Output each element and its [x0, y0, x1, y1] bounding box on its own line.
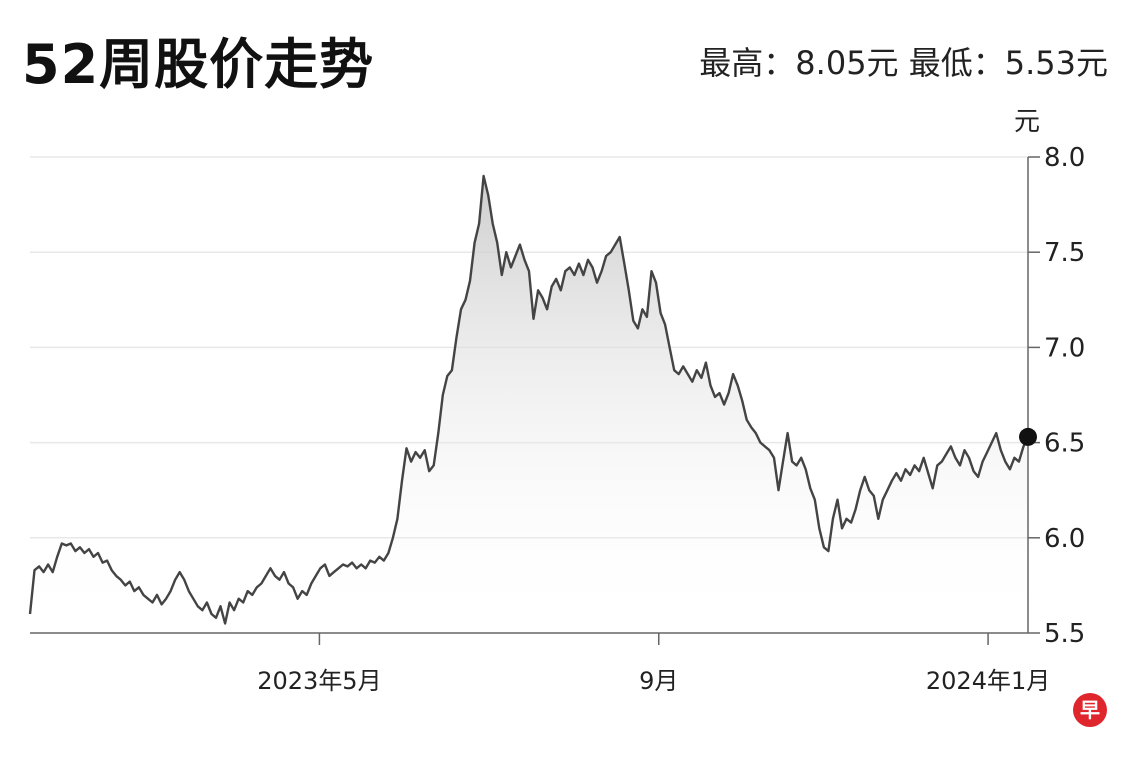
y-tick-label: 6.0 — [1044, 524, 1085, 554]
x-tick-label: 9月 — [639, 667, 678, 695]
price-line — [28, 174, 1030, 625]
x-tick-label: 2024年1月 — [926, 667, 1050, 695]
chart-title: 52周股价走势 — [22, 33, 375, 96]
x-tick-label: 2023年5月 — [257, 667, 381, 695]
high-price-label: 最高：8.05元 — [699, 44, 899, 82]
y-tick-label: 8.0 — [1044, 143, 1085, 173]
y-tick-label: 6.5 — [1044, 429, 1085, 459]
y-axis-unit-label: 元 — [1014, 107, 1040, 137]
price-stats: 最高：8.05元 最低：5.53元 — [699, 38, 1108, 84]
y-tick-label: 7.0 — [1044, 333, 1085, 363]
low-price-label: 最低：5.53元 — [908, 44, 1108, 82]
y-tick-label: 7.5 — [1044, 238, 1085, 268]
brand-logo: 早 — [1073, 693, 1107, 727]
x-axis-ticks: 2023年5月 9月 2024年1月 — [257, 633, 1050, 695]
last-price-marker — [1019, 427, 1037, 446]
price-area — [30, 176, 1028, 633]
y-tick-label: 5.5 — [1044, 619, 1085, 649]
y-axis-ticks: 5.5 6.0 6.5 7.0 7.5 8.0 — [1028, 143, 1085, 649]
